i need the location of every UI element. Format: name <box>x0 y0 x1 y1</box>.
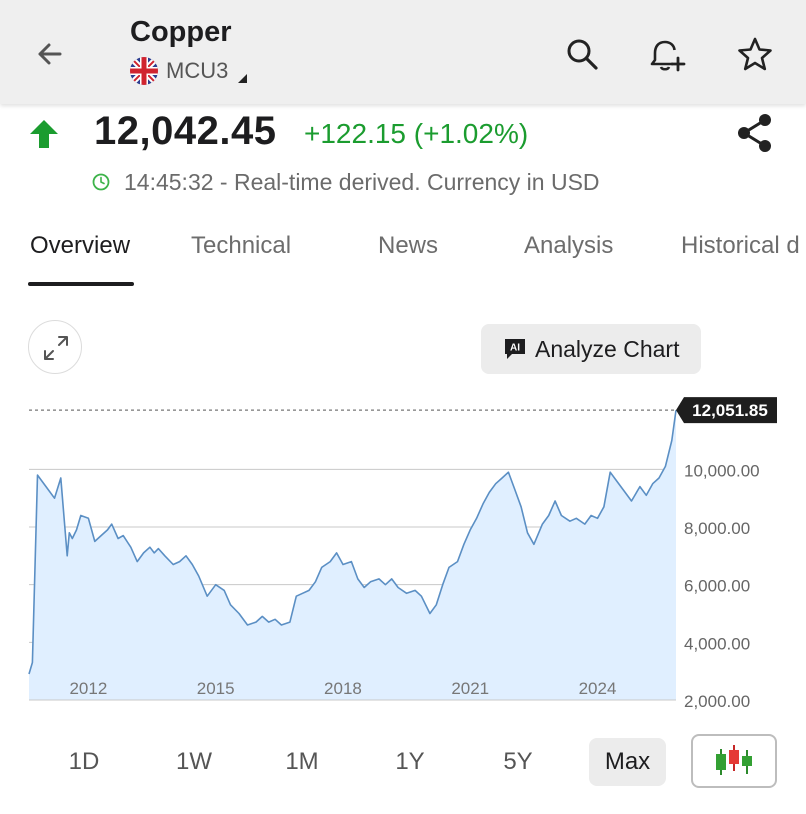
analyze-chart-label: Analyze Chart <box>535 335 680 362</box>
search-icon <box>567 39 598 70</box>
tab-historical-data[interactable]: Historical d <box>681 232 800 259</box>
back-button[interactable] <box>30 34 70 74</box>
share-icon <box>738 114 771 152</box>
y-tick-label: 8,000.00 <box>684 519 750 538</box>
y-tick-label: 10,000.00 <box>684 461 760 480</box>
symbol-selector[interactable]: MCU3 <box>130 56 248 86</box>
x-tick-label: 2024 <box>579 679 617 698</box>
up-arrow-icon <box>28 118 60 150</box>
uk-flag-icon <box>130 57 158 85</box>
x-tick-label: 2018 <box>324 679 362 698</box>
favorite-button[interactable] <box>734 34 774 74</box>
range-max-button[interactable]: Max <box>589 738 666 786</box>
chart-type-button[interactable] <box>691 734 777 788</box>
range-1y-button[interactable]: 1Y <box>395 748 425 775</box>
expand-icon <box>44 336 68 360</box>
tab-overview[interactable]: Overview <box>30 232 131 259</box>
ticker-symbol: MCU3 <box>166 58 229 83</box>
expand-chart-button[interactable] <box>28 320 82 374</box>
range-1m-button[interactable]: 1M <box>285 748 319 775</box>
arrow-left-icon <box>38 43 62 65</box>
active-tab-indicator <box>28 282 134 286</box>
last-price: 12,042.45 <box>94 109 277 153</box>
add-alert-button[interactable] <box>646 34 686 74</box>
clock-icon <box>92 173 110 191</box>
dropdown-caret-icon <box>238 73 248 83</box>
tab-news[interactable]: News <box>378 232 439 259</box>
candlestick-icon <box>716 745 752 775</box>
status-row: 14:45:32 - Real-time derived. Currency i… <box>92 166 600 198</box>
x-tick-label: 2021 <box>451 679 489 698</box>
x-tick-label: 2012 <box>69 679 107 698</box>
price-change: +122.15 (+1.02%) <box>304 118 529 149</box>
range-1w-button[interactable]: 1W <box>176 748 212 775</box>
quote-row: 12,042.45 +122.15 (+1.02%) <box>0 108 806 158</box>
star-icon <box>738 37 772 71</box>
analyze-chart-button[interactable]: AI Analyze Chart <box>481 324 701 374</box>
quote-status: 14:45:32 - Real-time derived. Currency i… <box>124 168 600 195</box>
y-tick-label: 4,000.00 <box>684 634 750 653</box>
tab-technical[interactable]: Technical <box>191 232 292 259</box>
price-area-fill <box>29 410 676 700</box>
top-bar: Copper MCU3 <box>0 0 806 104</box>
tab-bar: Overview Technical News Analysis Histori… <box>0 226 806 288</box>
range-5y-button[interactable]: 5Y <box>503 748 533 775</box>
bell-plus-icon <box>650 40 686 72</box>
search-button[interactable] <box>562 34 602 74</box>
instrument-title: Copper <box>130 16 232 48</box>
price-line <box>28 410 677 675</box>
price-chart[interactable]: 10,000.00 8,000.00 6,000.00 4,000.00 2,000.0… <box>0 395 806 715</box>
current-price-label: 12,051.85 <box>692 401 768 420</box>
ai-badge-icon: AI <box>505 339 525 359</box>
y-tick-label: 6,000.00 <box>684 577 750 596</box>
current-price-badge <box>676 397 777 424</box>
x-tick-label: 2015 <box>197 679 235 698</box>
y-tick-label: 2,000.00 <box>684 692 750 711</box>
share-button[interactable] <box>734 112 776 154</box>
range-selector: 1D 1W 1M 1Y 5Y Max <box>0 732 806 792</box>
range-1d-button[interactable]: 1D <box>68 748 100 775</box>
svg-text:AI: AI <box>510 343 520 354</box>
tab-analysis[interactable]: Analysis <box>524 232 614 259</box>
